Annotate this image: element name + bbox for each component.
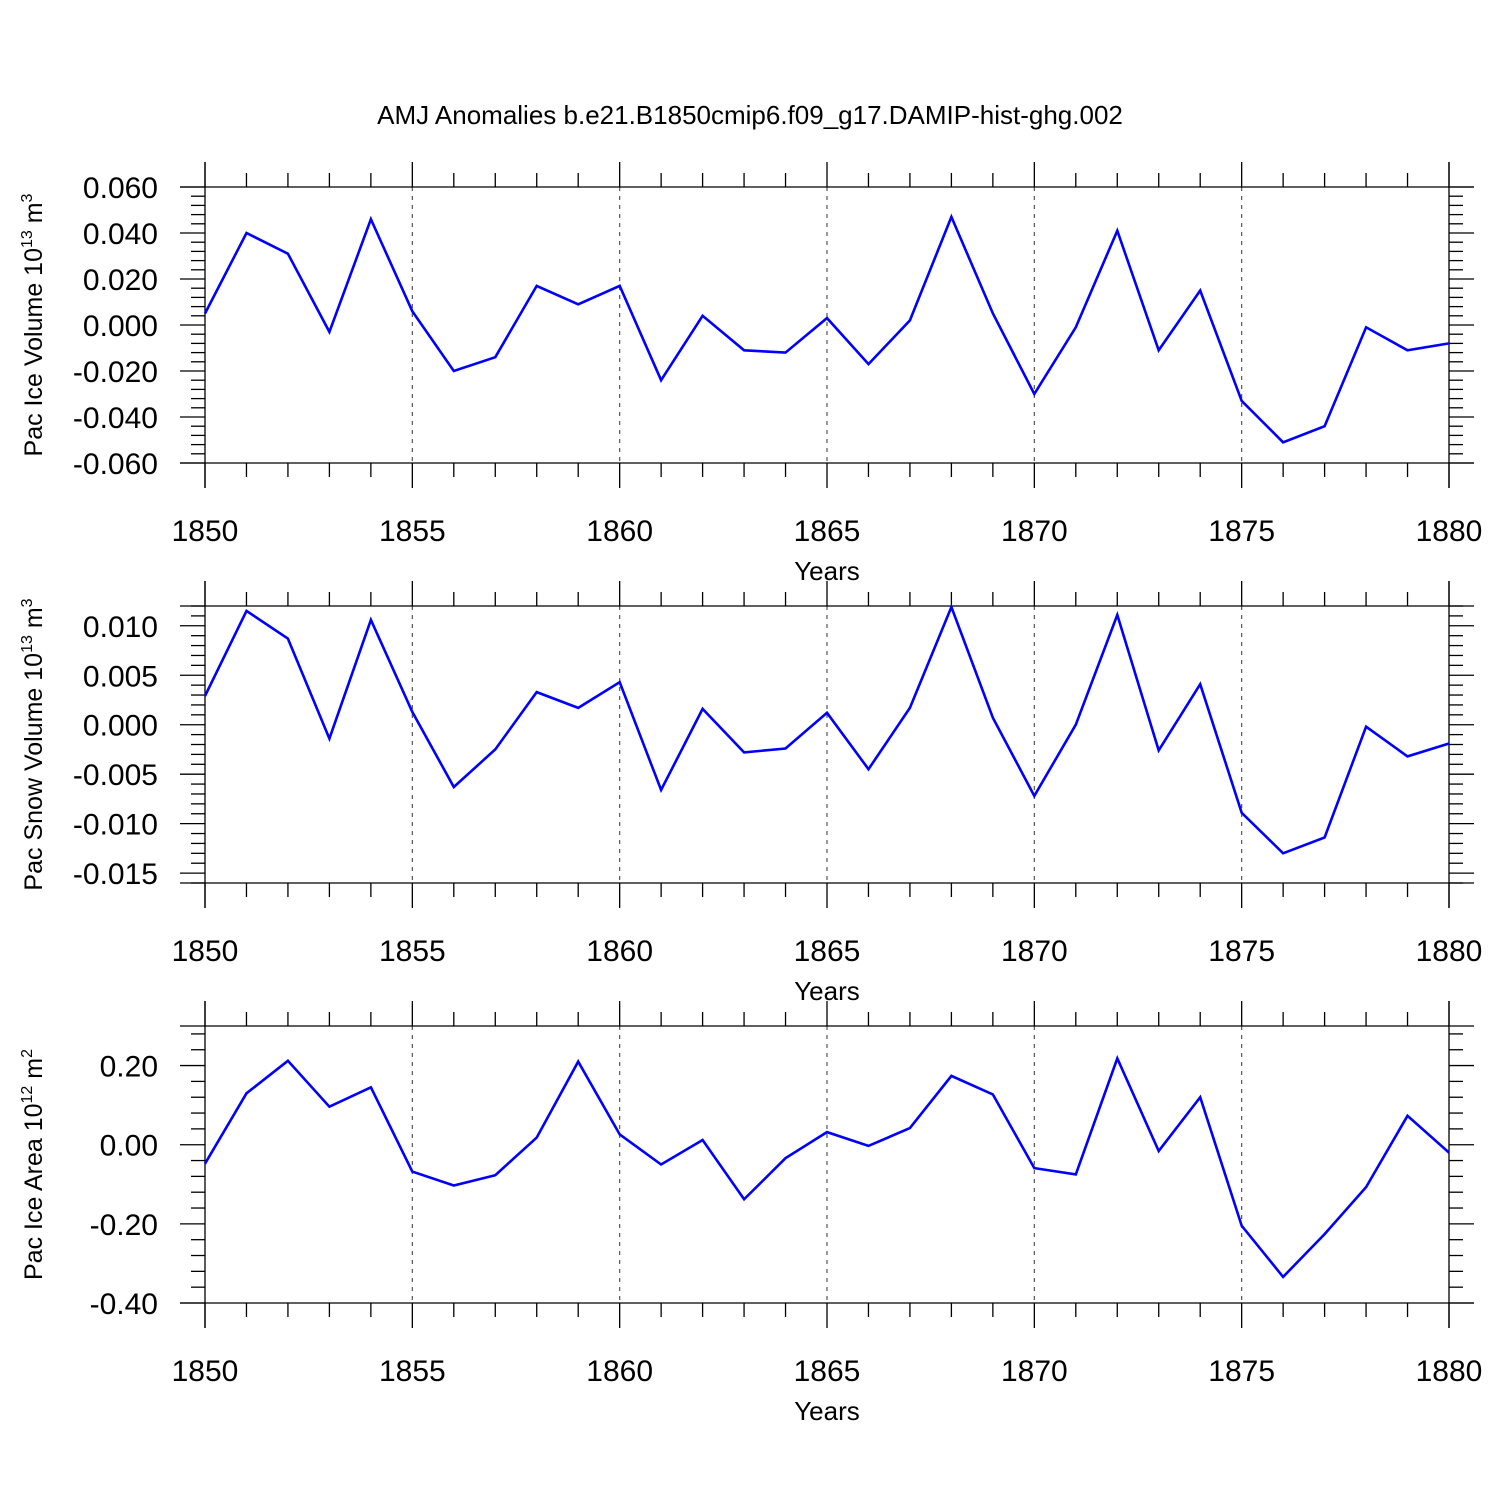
panel-2: 0.010 0.005 0.000 -0.005 -0.010 -0.015 1850 185…: [19, 581, 1482, 1006]
x-tick-label: 1880: [1416, 1355, 1483, 1388]
figure-title: AMJ Anomalies b.e21.B1850cmip6.f09_g17.D…: [377, 100, 1123, 130]
y-tick-label: 0.000: [83, 310, 158, 343]
x-tick-label: 1860: [586, 1355, 653, 1388]
y-tick-label: 0.040: [83, 218, 158, 251]
x-tick-label: 1850: [172, 935, 239, 968]
series-line-pac-snow-volume: [203, 603, 1450, 855]
x-tick-label: 1875: [1208, 1355, 1275, 1388]
y-axis-title: Pac Snow Volume 1013 m3: [19, 598, 48, 890]
y-tick-label: -0.060: [73, 448, 158, 481]
series-line-pac-ice-area: [203, 1054, 1450, 1279]
panel-1: 0.060 0.040 0.020 0.000 -0.020 -0.040 -0.060 18…: [19, 162, 1482, 586]
y-tick-label: 0.00: [100, 1130, 158, 1163]
x-tick-label: 1860: [586, 935, 653, 968]
x-tick-label: 1860: [586, 515, 653, 548]
y-tick-label: 0.020: [83, 264, 158, 297]
x-tick-label: 1870: [1001, 1355, 1068, 1388]
x-tick-label: 1855: [379, 515, 446, 548]
y-tick-label: 0.060: [83, 172, 158, 205]
y-tick-label: 0.000: [83, 710, 158, 743]
y-tick-label: -0.040: [73, 402, 158, 435]
y-tick-label: -0.020: [73, 356, 158, 389]
y-tick-label: 0.010: [83, 611, 158, 644]
x-tick-label: 1875: [1208, 935, 1275, 968]
x-tick-label: 1850: [172, 1355, 239, 1388]
y-axis-title: Pac Ice Area 1012 m2: [19, 1049, 48, 1280]
x-tick-label: 1880: [1416, 935, 1483, 968]
x-tick-label: 1865: [794, 1355, 861, 1388]
x-tick-label: 1865: [794, 935, 861, 968]
y-tick-label: -0.015: [73, 858, 158, 891]
y-tick-label: -0.005: [73, 759, 158, 792]
x-tick-label: 1870: [1001, 935, 1068, 968]
x-tick-label: 1850: [172, 515, 239, 548]
y-tick-label: -0.20: [90, 1209, 158, 1242]
x-tick-label: 1855: [379, 1355, 446, 1388]
y-tick-label: -0.010: [73, 809, 158, 842]
panels: 0.060 0.040 0.020 0.000 -0.020 -0.040 -0.060 18…: [19, 162, 1482, 1426]
x-tick-label: 1855: [379, 935, 446, 968]
x-tick-label: 1865: [794, 515, 861, 548]
y-tick-label: 0.005: [83, 660, 158, 693]
y-tick-label: -0.40: [90, 1288, 158, 1321]
x-tick-label: 1880: [1416, 515, 1483, 548]
x-axis-title: Years: [794, 1396, 860, 1426]
panel-3: 0.20 0.00 -0.20 -0.40 1850 1855 1860 1865 1870 18…: [19, 1001, 1482, 1426]
y-axis-title: Pac Ice Volume 1013 m3: [19, 193, 48, 456]
y-tick-label: 0.20: [100, 1051, 158, 1084]
x-tick-label: 1875: [1208, 515, 1275, 548]
x-tick-label: 1870: [1001, 515, 1068, 548]
